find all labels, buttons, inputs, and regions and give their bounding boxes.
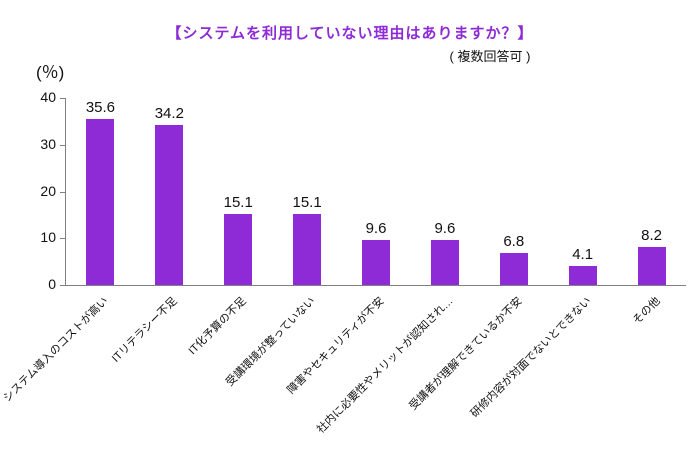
x-category-label: 受講者が理解できているか不安 — [406, 295, 525, 413]
y-axis-unit-label: (％) — [36, 63, 65, 82]
x-category-label: その他 — [630, 295, 663, 327]
plot-area: 0 10 20 30 40 35.6 システム導入のコストが高い 34.2 ITリテラシー不足 1… — [2, 89, 686, 436]
y-tick-label: 20 — [40, 182, 56, 199]
bar-value-label: 34.2 — [154, 105, 184, 123]
chart-subtitle: ( 複数回答可 ) — [449, 49, 531, 64]
x-category-label: 社内に必要性やメリットが認知され… — [314, 295, 456, 436]
y-tick-mark — [60, 285, 65, 286]
y-tick-mark — [60, 191, 65, 193]
bar-value-label: 6.8 — [503, 233, 525, 251]
bar — [293, 214, 322, 285]
bar-value-label: 4.1 — [572, 245, 594, 263]
y-tick-label: 40 — [40, 89, 56, 105]
x-category-label: ITリテラシー不足 — [110, 295, 180, 365]
bar — [362, 240, 390, 285]
bar-value-label: 9.6 — [365, 220, 387, 238]
bar — [224, 214, 253, 285]
x-category-label: 障害やセキュリティが不安 — [285, 295, 387, 397]
y-tick-mark — [60, 144, 65, 146]
bar — [637, 246, 666, 285]
x-category-label: 受講環境が整っていない — [224, 295, 318, 389]
bar — [430, 240, 459, 285]
y-tick-label: 10 — [40, 229, 56, 246]
bar — [86, 118, 115, 285]
bar-value-label: 8.2 — [641, 226, 662, 244]
chart-title: 【システムを利用していない理由はありますか？】 — [166, 25, 534, 42]
bar — [155, 125, 184, 285]
bar-value-label: 15.1 — [223, 194, 253, 212]
y-tick-label: 0 — [48, 276, 56, 292]
bar-value-label: 35.6 — [85, 98, 116, 116]
x-category-label: IT化予算の不足 — [186, 295, 249, 358]
x-category-label: 研修内容が対面でないとできない — [468, 295, 594, 421]
bar — [568, 265, 597, 285]
bar-value-label: 15.1 — [292, 194, 322, 212]
y-tick-label: 30 — [40, 135, 56, 152]
y-tick-mark — [60, 98, 65, 99]
bar — [499, 253, 528, 285]
y-tick-mark — [60, 238, 65, 240]
bar-value-label: 9.6 — [434, 220, 456, 238]
